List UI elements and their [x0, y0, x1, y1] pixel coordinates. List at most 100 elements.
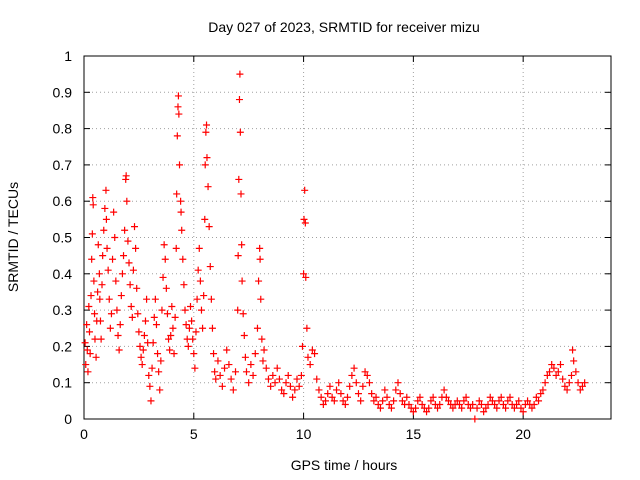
data-point — [85, 302, 93, 310]
data-point — [134, 310, 142, 318]
data-point — [499, 400, 507, 408]
data-point — [166, 346, 174, 354]
data-point — [359, 382, 367, 390]
data-point — [506, 393, 514, 401]
data-point — [275, 375, 283, 383]
data-point — [132, 244, 140, 252]
data-point — [480, 408, 488, 416]
data-point — [189, 335, 197, 343]
data-point — [96, 317, 104, 325]
data-point — [154, 350, 162, 358]
data-point — [171, 313, 179, 321]
data-point — [565, 379, 573, 387]
data-point — [235, 175, 243, 183]
data-point — [576, 386, 584, 394]
data-point — [403, 393, 411, 401]
data-point — [193, 295, 201, 303]
data-point — [477, 400, 485, 408]
data-point — [89, 194, 97, 202]
data-point — [449, 404, 457, 412]
data-point — [163, 310, 171, 318]
data-point — [114, 332, 122, 340]
data-point — [462, 393, 470, 401]
data-point — [221, 364, 229, 372]
data-point — [82, 361, 90, 369]
data-point — [405, 400, 413, 408]
data-point — [535, 397, 543, 405]
data-point — [455, 400, 463, 408]
data-point — [256, 244, 264, 252]
data-point — [110, 208, 118, 216]
data-point — [94, 288, 102, 296]
data-point — [94, 241, 102, 249]
data-point — [133, 284, 141, 292]
data-point — [453, 397, 461, 405]
data-point — [135, 328, 143, 336]
data-point — [381, 386, 389, 394]
data-point — [81, 339, 89, 347]
x-tick-label: 15 — [406, 426, 422, 442]
data-point — [212, 375, 220, 383]
data-point — [105, 295, 113, 303]
data-point — [115, 346, 123, 354]
data-point — [317, 393, 325, 401]
data-point — [109, 255, 117, 263]
data-point — [185, 324, 193, 332]
data-point — [556, 361, 564, 369]
data-point — [96, 295, 104, 303]
data-point — [121, 226, 129, 234]
data-point — [429, 393, 437, 401]
data-point — [260, 346, 268, 354]
data-point — [101, 204, 109, 212]
data-point — [127, 302, 135, 310]
data-point — [167, 332, 175, 340]
data-point — [162, 284, 170, 292]
data-point — [237, 190, 245, 198]
data-point — [136, 342, 144, 350]
data-point — [159, 273, 167, 281]
data-point — [203, 121, 211, 129]
data-point — [236, 70, 244, 78]
data-point — [264, 375, 272, 383]
data-point — [330, 397, 338, 405]
data-point — [569, 346, 577, 354]
data-point — [225, 361, 233, 369]
data-point — [434, 404, 442, 412]
data-point — [137, 353, 145, 361]
data-point — [87, 292, 95, 300]
data-point — [186, 302, 194, 310]
data-point — [344, 393, 351, 401]
data-point — [117, 292, 125, 300]
y-tick-label: 0.7 — [53, 157, 73, 173]
plot-frame — [83, 55, 612, 420]
data-point — [118, 270, 126, 278]
data-point — [238, 241, 246, 249]
data-point — [354, 390, 362, 398]
data-point — [519, 408, 527, 416]
data-point — [269, 371, 277, 379]
data-point — [253, 324, 261, 332]
data-point — [379, 397, 387, 405]
data-point — [418, 400, 426, 408]
data-point — [286, 382, 294, 390]
data-point — [88, 230, 96, 238]
data-point — [251, 350, 259, 358]
data-point — [398, 397, 406, 405]
data-point — [150, 313, 158, 321]
data-point — [235, 96, 243, 104]
data-point — [177, 197, 185, 205]
data-point — [90, 277, 98, 285]
data-point — [458, 404, 466, 412]
data-point — [337, 390, 345, 398]
data-point — [324, 390, 332, 398]
data-point — [194, 266, 202, 274]
data-point — [370, 397, 378, 405]
data-point — [471, 415, 479, 423]
data-point — [469, 400, 477, 408]
data-point — [486, 393, 494, 401]
data-point — [341, 400, 349, 408]
data-point — [191, 364, 199, 372]
data-point — [295, 382, 303, 390]
data-point — [322, 397, 330, 405]
data-point — [574, 379, 582, 387]
